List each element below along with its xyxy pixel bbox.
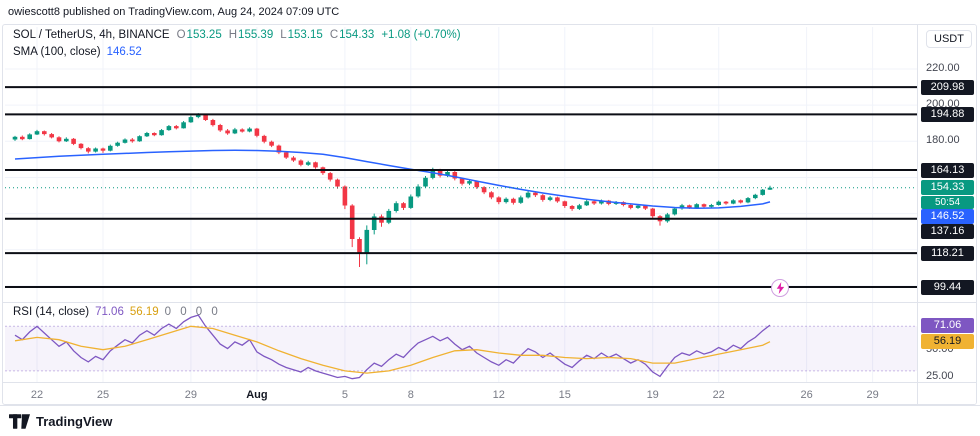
price-level-badge: 118.21 [921, 245, 974, 261]
ohlc-close-label: C [329, 29, 339, 41]
time-tick-label: 22 [712, 389, 725, 401]
attribution-text: owiescott8 published on TradingView.com,… [8, 6, 340, 18]
sma-value: 146.52 [106, 46, 142, 58]
symbol-legend[interactable]: SOL / TetherUS, 4h, BINANCE O153.25 H155.3… [13, 29, 461, 41]
rsi-tick-label: 25.00 [926, 370, 954, 383]
time-tick-label: 15 [558, 389, 571, 401]
price-level-badge: 137.16 [921, 224, 974, 239]
chart-card: SOL / TetherUS, 4h, BINANCE O153.25 H155.3… [2, 24, 977, 405]
time-tick-label: 25 [96, 389, 110, 401]
symbol-title: SOL / TetherUS, 4h, BINANCE [13, 29, 170, 41]
ohlc-high-value: 155.39 [238, 29, 274, 41]
tradingview-brand-text[interactable]: TradingView [36, 413, 113, 429]
rsi-extra-values: 0 0 0 0 [164, 306, 218, 318]
ohlc-low-label: L [280, 29, 287, 41]
time-tick-label: 29 [866, 389, 879, 401]
sma-value-badge: 146.52 [921, 209, 974, 224]
currency-label: USDT [926, 30, 972, 48]
price-tick-label: 220.00 [926, 62, 960, 74]
ohlc-open-value: 153.25 [186, 29, 222, 41]
footer: TradingView [0, 405, 980, 436]
rsi-ma-value: 56.19 [129, 306, 159, 318]
bar-countdown-badge: 50:54 [921, 195, 974, 209]
price-level-badge: 209.98 [921, 79, 974, 95]
ohlc-low-value: 153.15 [287, 29, 323, 41]
rsi-label: RSI (14, close) [13, 306, 90, 318]
pane-divider [918, 382, 976, 383]
time-tick-label: 12 [492, 389, 505, 401]
price-scale[interactable]: USDT 220.00200.00180.0050.0025.00209.981… [917, 25, 976, 404]
time-tick-label: 26 [800, 389, 813, 401]
time-tick-label: 19 [646, 389, 659, 401]
price-level-badge: 99.44 [921, 279, 974, 295]
tradingview-logo-icon[interactable] [9, 413, 30, 429]
sma-legend[interactable]: SMA (100, close) 146.52 [13, 46, 142, 58]
time-tick-label: 8 [407, 389, 414, 401]
time-axis[interactable]: 22 25 29 Aug 5 8 12 15 19 22 26 29 [3, 383, 917, 404]
price-level-badge: 194.88 [921, 106, 974, 122]
time-tick-label: Aug [246, 389, 268, 401]
rsi-legend[interactable]: RSI (14, close) 71.06 56.19 0 0 0 0 [13, 306, 218, 318]
ohlc-high-label: H [228, 29, 238, 41]
rsi-ma-badge: 56.19 [921, 334, 974, 350]
ohlc-open-label: O [176, 29, 186, 41]
sma-label: SMA (100, close) [13, 46, 101, 58]
lightning-bolt-glyph [776, 282, 784, 294]
ohlc-close-value: 154.33 [339, 29, 375, 41]
time-tick-label: 29 [184, 389, 198, 401]
chart-canvas[interactable] [3, 25, 976, 404]
time-tick-label: 22 [30, 389, 44, 401]
price-tick-label: 180.00 [926, 134, 960, 147]
rsi-value: 71.06 [95, 306, 124, 318]
last-price-badge: 154.33 [921, 180, 974, 196]
alert-lightning-icon[interactable] [771, 279, 789, 297]
rsi-value-badge: 71.06 [921, 317, 974, 333]
pane-divider [918, 302, 976, 303]
time-tick-label: 5 [341, 389, 348, 401]
ohlc-change-value: +1.08 (+0.70%) [381, 29, 461, 41]
price-level-badge: 164.13 [921, 162, 974, 178]
